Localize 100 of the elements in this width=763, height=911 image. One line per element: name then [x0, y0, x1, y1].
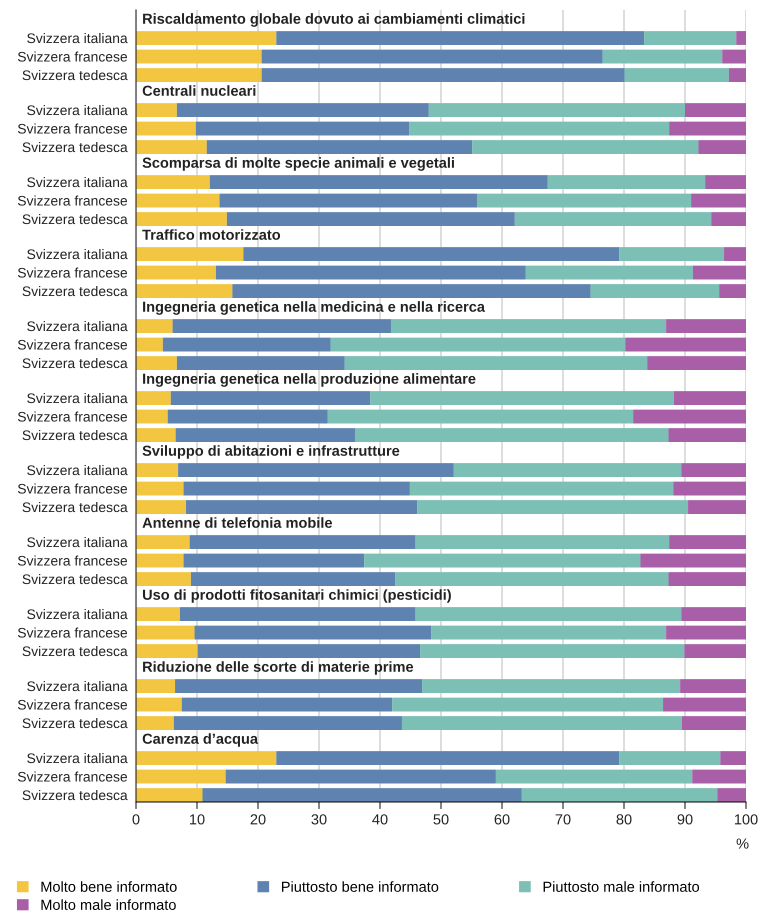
bar: [640, 554, 746, 568]
x-tick-label: 0: [132, 814, 140, 825]
bar: [619, 751, 720, 765]
bar: [210, 175, 548, 189]
bar: [370, 391, 674, 405]
bar: [136, 356, 177, 370]
y-tick-label: Svizzera italiana: [27, 608, 128, 620]
bar: [190, 572, 396, 586]
y-tick-label: Svizzera italiana: [27, 680, 128, 692]
bar: [262, 68, 625, 82]
chart-title: Ingegneria genetica nella medicina e nella ricerca: [143, 301, 486, 315]
bar: [176, 428, 355, 442]
y-tick-label: Svizzera francese: [18, 195, 128, 206]
bar: [136, 103, 177, 117]
bar: [136, 698, 182, 712]
bar: [136, 644, 198, 658]
y-tick-label: Svizzera francese: [18, 267, 128, 278]
bar: [136, 338, 163, 352]
bar: [410, 482, 674, 496]
bar: [136, 212, 227, 226]
y-tick-label: Svizzera tedesca: [22, 70, 128, 80]
bar: [472, 140, 698, 154]
y-tick-label: Svizzera tedesca: [22, 358, 128, 368]
bar: [136, 31, 276, 45]
bar: [206, 140, 472, 154]
bar: [680, 679, 746, 693]
bar: [226, 212, 515, 226]
bar: [136, 770, 226, 784]
y-tick-label: Svizzera italiana: [27, 752, 128, 764]
y-tick-label: Svizzera italiana: [27, 248, 128, 260]
bar: [136, 175, 210, 189]
bar: [136, 140, 207, 154]
bar: [736, 31, 746, 45]
y-tick-label: Svizzera tedesca: [22, 646, 128, 656]
bar: [711, 212, 746, 226]
x-tick-label: 60: [494, 814, 510, 825]
bar: [666, 626, 746, 640]
bar: [705, 175, 746, 189]
y-tick-label: Svizzera francese: [18, 699, 128, 710]
bar: [184, 482, 410, 496]
bar: [276, 31, 644, 45]
bar: [136, 247, 244, 261]
bar: [590, 284, 720, 298]
bar: [669, 535, 746, 549]
bar: [692, 770, 746, 784]
bar: [417, 500, 688, 514]
bar: [364, 554, 640, 568]
bar: [415, 535, 670, 549]
bar: [202, 788, 522, 802]
bar: [688, 500, 746, 514]
bar: [548, 175, 706, 189]
bar: [402, 716, 682, 730]
bar: [392, 698, 664, 712]
bar: [190, 535, 416, 549]
bar: [619, 247, 724, 261]
bar: [644, 31, 736, 45]
y-tick-label: Svizzera tedesca: [22, 430, 128, 440]
bar: [243, 247, 620, 261]
bar: [692, 266, 746, 280]
y-tick-label: Svizzera italiana: [27, 392, 128, 404]
x-tick-label: 50: [433, 814, 449, 825]
bar: [262, 50, 603, 64]
y-tick-label: Svizzera francese: [18, 51, 128, 62]
bar: [717, 788, 746, 802]
bar: [136, 554, 184, 568]
bar: [136, 500, 186, 514]
bar: [194, 626, 432, 640]
bar: [409, 122, 670, 136]
bar: [136, 788, 202, 802]
chart-title: Riscaldamento globale dovuto ai cambiamenti climatici: [143, 13, 524, 27]
bar: [666, 319, 746, 333]
bar: [681, 463, 746, 477]
chart-title: Riduzione delle scorte di materie prime: [143, 661, 414, 675]
bar: [624, 68, 729, 82]
bar: [136, 572, 191, 586]
bar: [136, 194, 220, 208]
bar: [216, 266, 526, 280]
y-tick-label: Svizzera tedesca: [22, 790, 128, 800]
y-tick-label: Svizzera francese: [18, 771, 128, 782]
bar: [136, 679, 176, 693]
bar: [698, 140, 746, 154]
y-tick-label: Svizzera tedesca: [22, 142, 128, 152]
bar: [602, 50, 722, 64]
bar: [136, 284, 232, 298]
bar: [395, 572, 669, 586]
bar: [390, 319, 666, 333]
bar: [136, 716, 174, 730]
y-tick-label: Svizzera italiana: [27, 176, 128, 188]
bar: [136, 463, 178, 477]
bar: [176, 103, 429, 117]
chart-title: Traffico motorizzato: [142, 229, 280, 240]
bar: [625, 338, 746, 352]
bar: [176, 356, 345, 370]
y-tick-label: Svizzera tedesca: [22, 502, 128, 512]
bar: [454, 463, 682, 477]
y-tick-label: Svizzera tedesca: [22, 718, 128, 728]
bar: [668, 428, 746, 442]
bar: [170, 391, 370, 405]
bar: [691, 194, 746, 208]
bar: [226, 770, 496, 784]
